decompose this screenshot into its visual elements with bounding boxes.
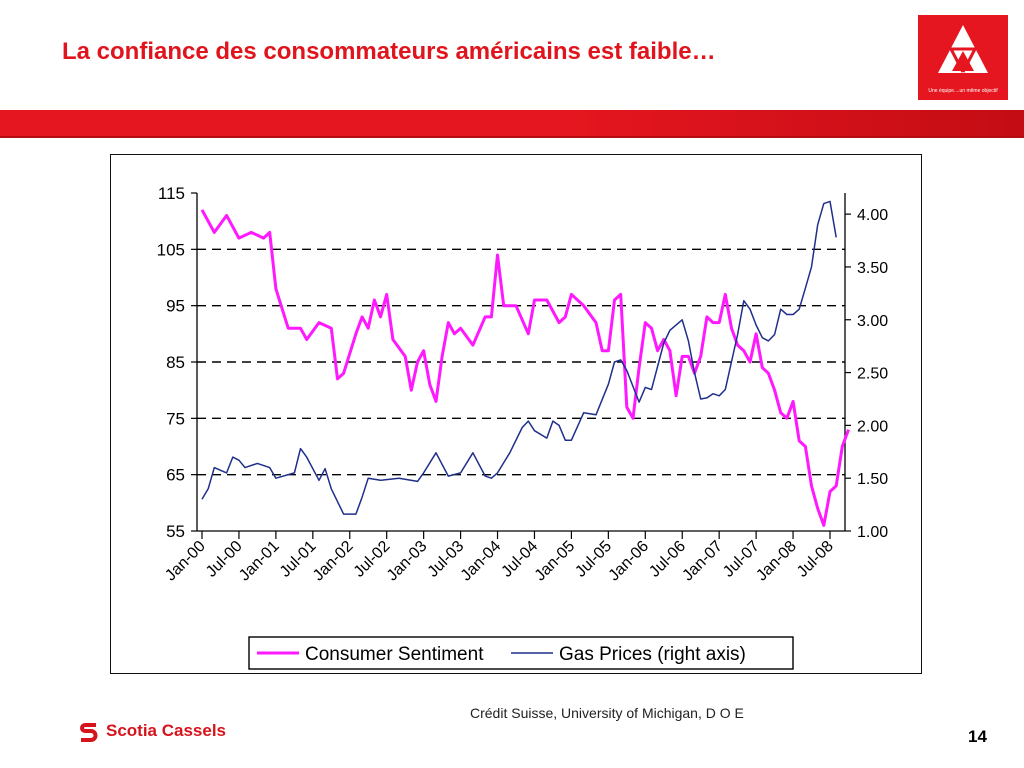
left-tick-label: 115 [158,184,185,203]
left-tick-label: 105 [157,240,185,259]
triangle-logo-icon [938,25,988,73]
x-tick-label: Jan-02 [310,538,357,585]
header-band-underline [0,136,1024,138]
right-tick-label: 4.00 [857,207,888,224]
x-tick-label: Jan-06 [606,538,653,585]
chart-frame: 55 65 75 85 95 105 115 1.00 1.50 2.00 2.50 3.00 3.50… [110,154,922,674]
right-tick-label: 1.50 [857,471,888,488]
legend-label-sentiment: Consumer Sentiment [305,644,484,665]
left-tick-label: 85 [166,353,185,372]
x-tick-label: Jan-05 [532,538,579,585]
right-tick-label: 3.00 [857,313,888,330]
x-tick-label: Jan-01 [236,538,283,585]
right-tick-label: 2.00 [857,418,888,435]
left-tick-label: 75 [166,409,185,428]
right-tick-label: 1.00 [857,524,888,541]
x-tick-label: Jul-08 [794,538,837,581]
left-tick-label: 95 [166,297,185,316]
company-logo: Une équipe....un même objectif [918,15,1008,100]
legend-label-gas: Gas Prices (right axis) [559,644,746,665]
gas-prices-line [201,200,837,515]
left-tick-label: 55 [166,522,185,541]
logo-tagline: Une équipe....un même objectif [928,88,998,94]
x-tick-label: Jan-00 [162,538,209,585]
x-tick-label: Jan-04 [458,538,505,585]
page-number: 14 [968,727,987,746]
legend-box [248,636,794,670]
x-tick-label: Jan-07 [679,538,726,585]
x-tick-label: Jan-08 [753,538,800,585]
left-tick-label: 65 [166,466,185,485]
right-tick-label: 2.50 [857,366,888,383]
consumer-sentiment-line [200,209,850,527]
x-tick-label: Jan-03 [384,538,431,585]
scotia-s-icon [80,723,98,742]
source-credit: Crédit Suisse, University of Michigan, D… [470,705,744,721]
slide-title: La confiance des consommateurs américain… [62,38,716,65]
brand-name: Scotia Cassels [106,721,227,740]
line-chart: 55 65 75 85 95 105 115 1.00 1.50 2.00 2.50 3.00 3.50… [157,184,888,670]
header-band [0,110,1024,136]
right-tick-label: 3.50 [857,260,888,277]
